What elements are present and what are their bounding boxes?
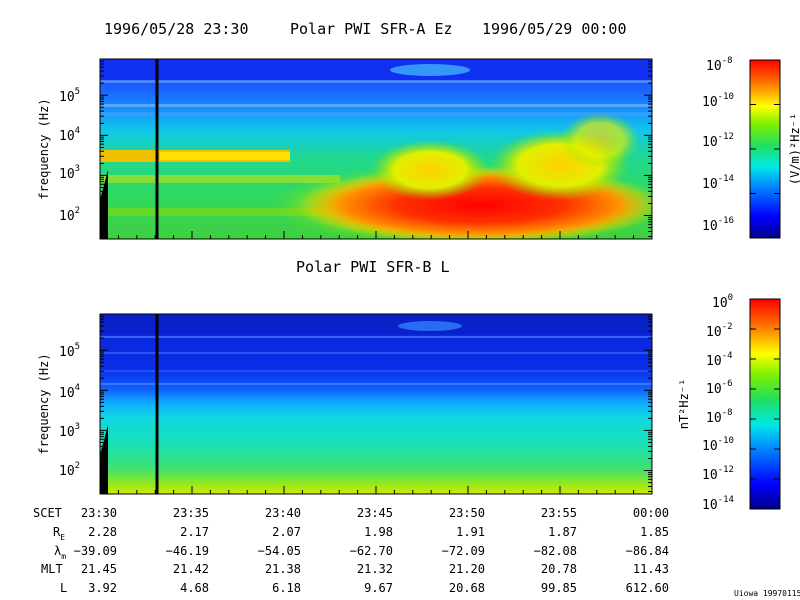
ephemeris-cell: 1.87 [548,525,577,539]
upper-start-time: 1996/05/28 23:30 [104,20,249,38]
upper-ylabel: frequency (Hz) [37,98,51,199]
upper-colorbar-tick-1e-10: 10-10 [702,92,734,110]
ephemeris-cell: −82.08 [534,544,577,558]
lower-colorbar: 100 10-2 10-4 10-6 10-8 10-10 10-12 10-1… [677,293,781,513]
ephemeris-cell: 23:50 [449,506,485,520]
lower-colorbar-label: nT²Hz⁻¹ [677,379,691,430]
ephemeris-cell: −86.84 [626,544,669,558]
lower-colorbar-tick-1e-8: 10-8 [706,408,733,426]
lower-ytick-1e5: 105 [59,342,80,360]
lower-title: Polar PWI SFR-B L [296,258,450,276]
ephemeris-cell: 21.20 [449,562,485,576]
ephemeris-cell: 23:40 [265,506,301,520]
upper-colorbar-tick-1e-14: 10-14 [702,174,734,192]
ephemeris-cell: 4.68 [180,581,209,595]
upper-minor-ticks [100,58,652,237]
ephemeris-cell: 21.38 [265,562,301,576]
ephemeris-label-lambda: λm [54,544,66,561]
upper-time-ticks [99,231,653,239]
ephemeris-cell: −54.05 [258,544,301,558]
ephemeris-cell: −72.09 [442,544,485,558]
ephemeris-label-re: RE [53,525,65,542]
lower-spectrogram-panel: Polar PWI SFR-B L frequency (Hz) 102 103… [37,258,653,495]
upper-colorbar-ticks [750,59,780,239]
ephemeris-cell: −46.19 [166,544,209,558]
upper-ytick-1e3: 103 [59,164,80,182]
lower-ytick-1e4: 104 [59,383,80,401]
ephemeris-table: SCET RE λm MLT L 23:30 23:35 23:40 23:45 23:… [33,506,669,595]
ephemeris-cell: 00:00 [633,506,669,520]
lower-ytick-1e3: 103 [59,422,80,440]
lower-colorbar-ticks [750,298,780,510]
lower-minor-ticks [100,313,652,492]
ephemeris-cell: 1.91 [456,525,485,539]
ephemeris-cell: 3.92 [88,581,117,595]
upper-colorbar-tick-1e-8: 10-8 [706,56,733,74]
upper-ytick-1e5: 105 [59,87,80,105]
lower-time-ticks [99,486,653,494]
ephemeris-cell: 612.60 [626,581,669,595]
upper-colorbar-tick-1e-16: 10-16 [702,216,734,234]
footer-credit: Uiowa 19970115 [734,589,800,598]
lower-ylabel: frequency (Hz) [37,353,51,454]
upper-title: Polar PWI SFR-A Ez [290,20,453,38]
lower-colorbar-tick-1e-10: 10-10 [702,436,734,454]
ephemeris-cell: 20.78 [541,562,577,576]
upper-end-time: 1996/05/29 00:00 [482,20,627,38]
ephemeris-label-l: L [60,581,67,595]
lower-colorbar-tick-1e-14: 10-14 [702,495,734,513]
ephemeris-cell: 23:30 [81,506,117,520]
ephemeris-cell: 21.32 [357,562,393,576]
ephemeris-values: 23:30 23:35 23:40 23:45 23:50 23:55 00:00 2.28 2… [74,506,669,595]
ephemeris-cell: 23:55 [541,506,577,520]
lower-colorbar-tick-1e-4: 10-4 [706,351,733,369]
lower-colorbar-tick-1e-12: 10-12 [702,465,734,483]
lower-colorbar-tick-1e-6: 10-6 [706,379,733,397]
ephemeris-cell: 9.67 [364,581,393,595]
upper-colorbar-label: (V/m)²Hz⁻¹ [788,113,800,185]
ephemeris-cell: 6.18 [272,581,301,595]
ephemeris-cell: 2.28 [88,525,117,539]
lower-colorbar-tick-1e-2: 10-2 [706,322,733,340]
ephemeris-label-scet: SCET [33,506,62,520]
ephemeris-cell: 21.45 [81,562,117,576]
ephemeris-cell: 99.85 [541,581,577,595]
upper-spectrogram-panel: 1996/05/28 23:30 Polar PWI SFR-A Ez 1996… [37,20,653,240]
ephemeris-cell: −62.70 [350,544,393,558]
ephemeris-cell: 2.17 [180,525,209,539]
ephemeris-cell: 11.43 [633,562,669,576]
upper-ytick-1e2: 102 [59,206,80,224]
ephemeris-cell: 23:35 [173,506,209,520]
upper-colorbar: 10-8 10-10 10-12 10-14 10-16 (V/m)²Hz⁻¹ [702,56,800,239]
ephemeris-cell: 1.85 [640,525,669,539]
ephemeris-cell: −39.09 [74,544,117,558]
ephemeris-cell: 23:45 [357,506,393,520]
lower-colorbar-tick-1e0: 100 [712,293,733,311]
ephemeris-cell: 1.98 [364,525,393,539]
upper-spectrogram-image [100,59,652,239]
upper-ytick-1e4: 104 [59,126,80,144]
lower-ytick-1e2: 102 [59,461,80,479]
upper-colorbar-tick-1e-12: 10-12 [702,132,734,150]
ephemeris-cell: 2.07 [272,525,301,539]
ephemeris-cell: 21.42 [173,562,209,576]
ephemeris-label-mlt: MLT [41,562,63,576]
ephemeris-cell: 20.68 [449,581,485,595]
lower-spectrogram-image [100,314,652,494]
